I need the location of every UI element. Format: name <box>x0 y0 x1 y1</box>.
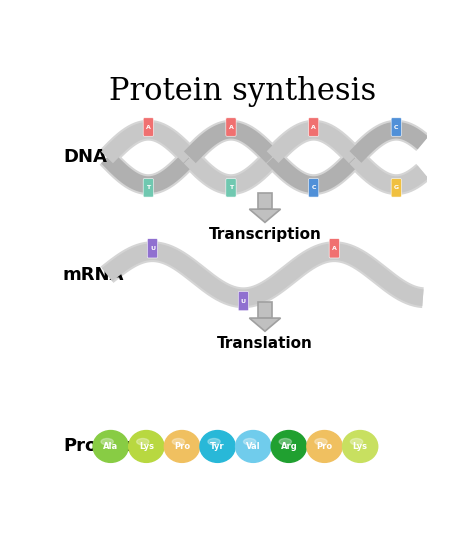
Text: Lys: Lys <box>353 442 368 451</box>
Ellipse shape <box>101 438 113 445</box>
Ellipse shape <box>200 430 235 462</box>
Text: Protein synthesis: Protein synthesis <box>109 76 376 107</box>
FancyBboxPatch shape <box>258 302 272 318</box>
Text: Transcription: Transcription <box>209 227 321 243</box>
Polygon shape <box>249 209 281 222</box>
Text: C: C <box>311 186 316 190</box>
FancyBboxPatch shape <box>309 178 319 197</box>
Ellipse shape <box>279 438 292 445</box>
Ellipse shape <box>164 430 200 462</box>
FancyBboxPatch shape <box>143 118 154 136</box>
Text: Pro: Pro <box>317 442 333 451</box>
Text: DNA: DNA <box>63 149 107 166</box>
Ellipse shape <box>315 438 327 445</box>
FancyBboxPatch shape <box>147 239 158 258</box>
Text: Lys: Lys <box>139 442 154 451</box>
FancyBboxPatch shape <box>391 178 401 197</box>
FancyBboxPatch shape <box>258 193 272 209</box>
Text: T: T <box>146 186 150 190</box>
Text: U: U <box>241 299 246 304</box>
Text: Pro: Pro <box>174 442 190 451</box>
Text: Translation: Translation <box>217 336 313 351</box>
Ellipse shape <box>128 430 164 462</box>
Text: mRNA: mRNA <box>63 265 124 284</box>
Text: A: A <box>146 125 151 129</box>
Text: A: A <box>332 246 337 251</box>
Ellipse shape <box>137 438 149 445</box>
FancyBboxPatch shape <box>329 239 339 258</box>
Ellipse shape <box>271 430 307 462</box>
Text: A: A <box>311 125 316 129</box>
Ellipse shape <box>244 438 256 445</box>
Ellipse shape <box>172 438 184 445</box>
Text: G: G <box>394 186 399 190</box>
Text: T: T <box>229 186 233 190</box>
FancyBboxPatch shape <box>238 292 248 311</box>
Polygon shape <box>249 318 281 331</box>
Text: Protein: Protein <box>63 437 137 455</box>
FancyBboxPatch shape <box>309 118 319 136</box>
FancyBboxPatch shape <box>226 118 236 136</box>
Ellipse shape <box>93 430 128 462</box>
Ellipse shape <box>343 430 378 462</box>
Text: A: A <box>228 125 233 129</box>
FancyBboxPatch shape <box>226 178 236 197</box>
Text: Tyr: Tyr <box>210 442 225 451</box>
Ellipse shape <box>350 438 363 445</box>
Ellipse shape <box>307 430 342 462</box>
FancyBboxPatch shape <box>391 118 401 136</box>
Ellipse shape <box>208 438 220 445</box>
Text: Ala: Ala <box>103 442 118 451</box>
Ellipse shape <box>236 430 271 462</box>
Text: Arg: Arg <box>281 442 297 451</box>
Text: C: C <box>394 125 399 129</box>
FancyBboxPatch shape <box>143 178 154 197</box>
Text: U: U <box>150 246 155 251</box>
Text: Val: Val <box>246 442 261 451</box>
